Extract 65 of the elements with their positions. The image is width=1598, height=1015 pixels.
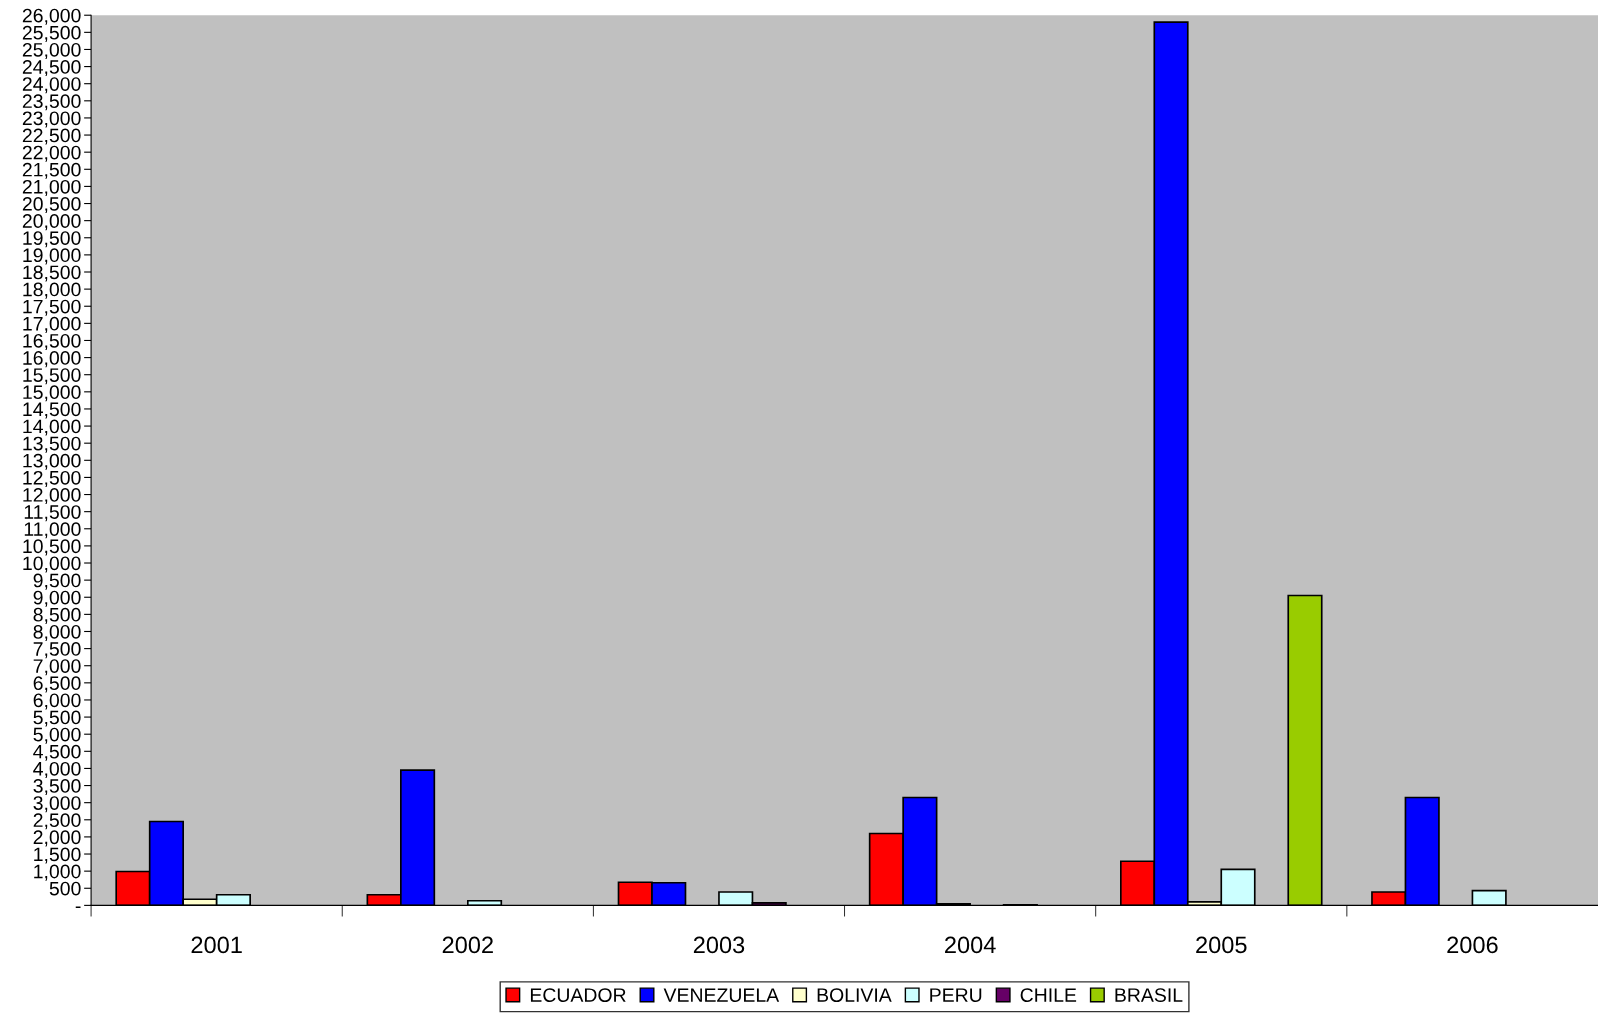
- y-tick-label: -: [75, 906, 81, 909]
- y-tick-label: 25,500: [22, 25, 81, 42]
- y-tick-label: 2,500: [33, 813, 81, 830]
- x-tick-label: 2004: [945, 936, 996, 954]
- y-tick-label: 3,500: [33, 779, 81, 796]
- y-tick-label: 18,500: [23, 265, 81, 282]
- y-tick-label: 7,500: [33, 642, 81, 659]
- y-tick-label: 2,000: [33, 830, 81, 847]
- y-tick-label: 6,500: [33, 676, 81, 693]
- x-tick-label: 2006: [1447, 936, 1498, 954]
- y-tick-label: 4,000: [33, 761, 81, 778]
- y-tick-label: 20,000: [22, 214, 81, 231]
- y-tick-label: 500: [49, 881, 81, 896]
- y-tick-label: 23,000: [22, 111, 81, 128]
- y-tick-label: 7,000: [33, 659, 81, 676]
- legend-label: CHILE: [1020, 988, 1077, 1002]
- y-tick-label: 19,000: [23, 248, 81, 265]
- y-tick-label: 15,000: [23, 385, 81, 402]
- y-tick-label: 22,500: [22, 128, 81, 145]
- y-tick-label: 24,500: [22, 60, 81, 77]
- y-tick-label: 22,000: [22, 145, 81, 162]
- legend-label: BOLIVIA: [817, 988, 892, 1002]
- legend-label: VENEZUELA: [663, 988, 780, 1002]
- x-tick-label: 2003: [693, 936, 745, 954]
- y-tick-label: 3,000: [33, 796, 81, 813]
- y-tick-label: 6,000: [33, 693, 81, 710]
- y-tick-label: 11,500: [24, 505, 81, 522]
- y-tick-label: 18,000: [23, 282, 81, 299]
- x-tick-label: 2005: [1196, 936, 1247, 954]
- y-tick-label: 12,000: [23, 488, 81, 505]
- y-tick-label: 17,500: [23, 299, 81, 316]
- y-tick-label: 20,500: [22, 196, 81, 214]
- y-tick-label: 16,000: [23, 351, 81, 368]
- legend-label: PERU: [930, 988, 982, 1002]
- y-tick-label: 9,500: [33, 573, 81, 590]
- y-tick-label: 15,500: [23, 368, 81, 385]
- y-tick-label: 24,000: [22, 77, 81, 94]
- y-tick-label: 10,000: [23, 556, 81, 573]
- legend-label: ECUADOR: [530, 988, 626, 1002]
- y-tick-label: 11,000: [24, 522, 81, 539]
- y-tick-label: 14,500: [23, 402, 81, 419]
- y-tick-label: 19,500: [23, 231, 81, 248]
- x-tick-label: 2002: [442, 936, 493, 954]
- y-tick-label: 8,500: [33, 607, 81, 624]
- y-tick-label: 23,500: [22, 94, 81, 111]
- legend-label: BRASIL: [1115, 988, 1183, 1002]
- y-tick-label: 1,500: [34, 847, 81, 864]
- y-tick-label: 13,500: [23, 436, 81, 453]
- y-tick-label: 4,500: [33, 744, 81, 761]
- y-tick-label: 17,000: [23, 316, 81, 333]
- y-tick-label: 5,000: [33, 727, 81, 744]
- x-tick-label: 2001: [191, 936, 242, 954]
- y-tick-label: 9,000: [33, 590, 81, 607]
- y-tick-label: 5,500: [33, 710, 81, 727]
- y-tick-label: 26,000: [22, 8, 81, 25]
- y-tick-label: 14,000: [23, 419, 81, 436]
- y-tick-label: 13,000: [23, 453, 81, 470]
- y-tick-label: 8,000: [33, 624, 81, 642]
- y-tick-label: 25,000: [22, 42, 81, 59]
- y-tick-label: 1,000: [34, 864, 81, 881]
- y-tick-label: 21,000: [22, 179, 81, 196]
- y-tick-label: 10,500: [23, 539, 81, 556]
- y-tick-label: 16,500: [23, 333, 81, 351]
- y-tick-label: 12,500: [23, 470, 81, 487]
- y-tick-label: 21,500: [22, 162, 81, 179]
